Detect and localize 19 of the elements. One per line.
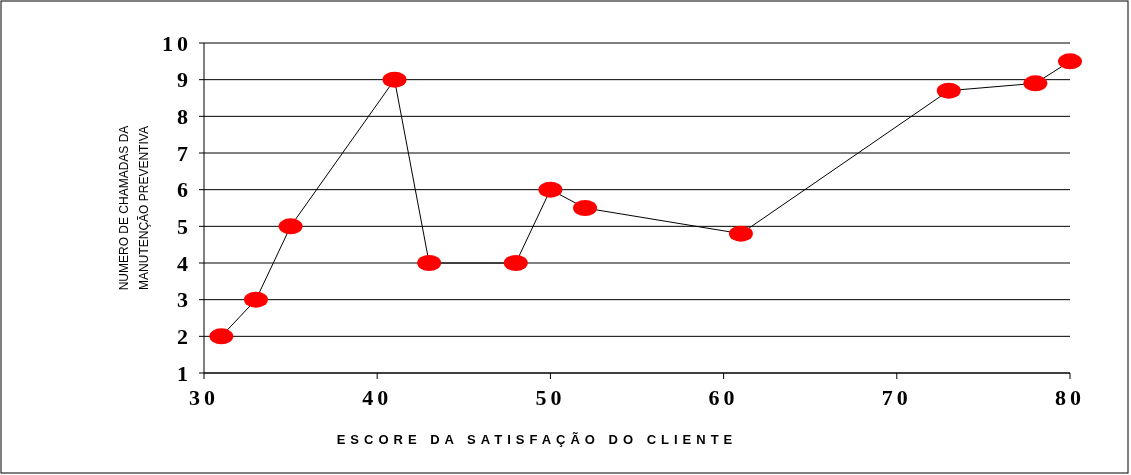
y-tick-label: 2 [177, 324, 192, 350]
y-tick-label: 4 [177, 250, 192, 276]
x-tick-label: 50 [535, 385, 566, 410]
x-axis-title: ESCORE DA SATISFAÇÃO DO CLIENTE [336, 432, 738, 447]
x-tick-label: 60 [708, 385, 739, 410]
x-tick-label: 30 [189, 385, 219, 410]
y-tick-label: 7 [177, 140, 192, 166]
y-tick-label: 9 [177, 67, 192, 93]
y-tick-label: 10 [162, 30, 192, 56]
y-axis-title: NUMERO DE CHAMADAS DA MANUTENÇÃO PREVENTIVA [117, 125, 151, 291]
point [1058, 53, 1082, 70]
y-tick-label: 3 [177, 287, 192, 313]
x-tick-label: 70 [881, 385, 912, 410]
y-tick-label: 1 [177, 360, 192, 386]
y-tick-label: 6 [177, 177, 192, 203]
x-tick-label: 40 [362, 385, 393, 410]
y-tick-label: 8 [177, 104, 192, 130]
y-tick-label: 5 [177, 214, 192, 240]
x-tick-label: 80 [1055, 385, 1085, 410]
